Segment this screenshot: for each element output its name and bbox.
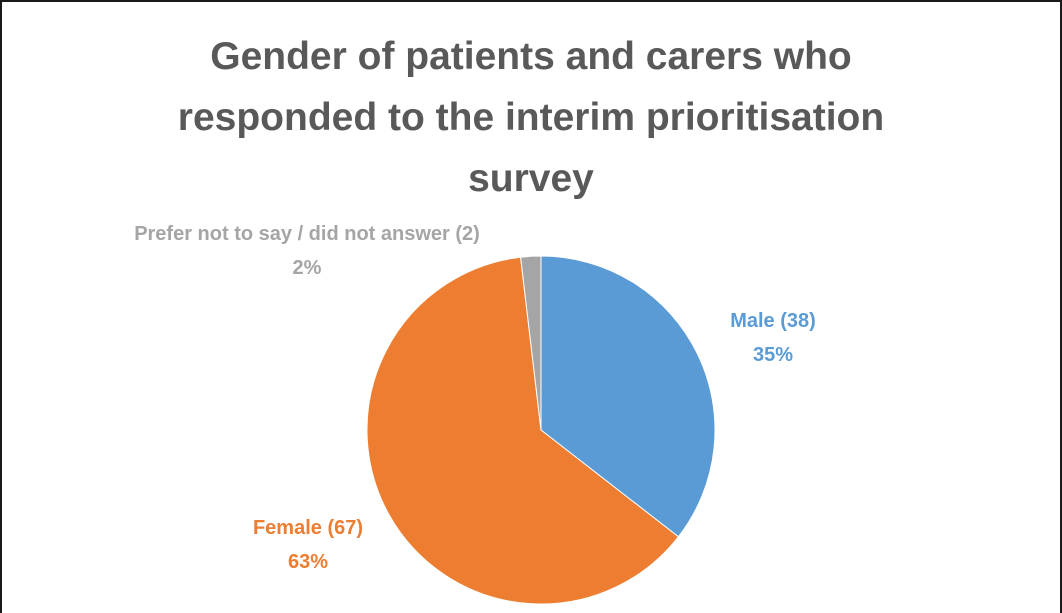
chart-title-line-2: responded to the interim prioritisation bbox=[177, 96, 885, 139]
slice-label-prefer-not-to-say: Prefer not to say / did not answer (2) bbox=[134, 223, 480, 245]
pie-slice-prefer-not-to-say bbox=[520, 255, 542, 431]
slice-label-female: Female (67) bbox=[253, 517, 363, 539]
pie-slice-male bbox=[540, 255, 716, 538]
chart-title: Gender of patients and carers who respon… bbox=[0, 26, 1062, 209]
slice-percent-prefer-not-to-say: 2% bbox=[293, 257, 322, 279]
slice-label-male: Male (38) bbox=[730, 310, 816, 332]
pie-slice-female bbox=[366, 256, 680, 605]
chart-title-line-1: Gender of patients and carers who bbox=[210, 35, 852, 78]
pie-slices bbox=[366, 255, 716, 605]
slice-percent-female: 63% bbox=[288, 551, 328, 573]
slice-percent-male: 35% bbox=[753, 344, 793, 366]
chart-title-line-3: survey bbox=[468, 157, 594, 200]
